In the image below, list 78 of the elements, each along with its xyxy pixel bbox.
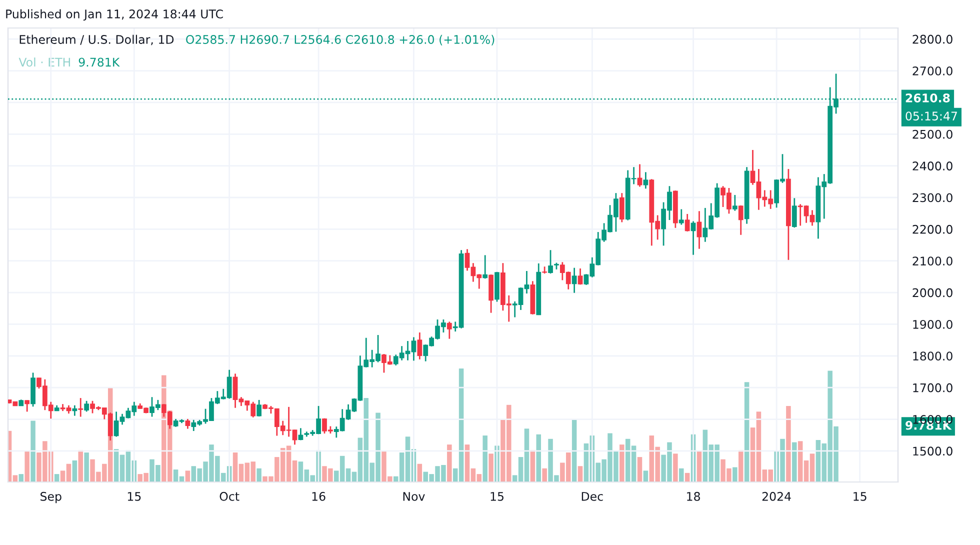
y-tick-label: 2300.0: [912, 193, 952, 202]
bar: [679, 468, 684, 482]
candlestick: [542, 266, 548, 274]
bar: [185, 470, 190, 482]
y-tick-label: 2000.0: [912, 288, 952, 298]
bar: [72, 460, 78, 482]
x-tick-label: Dec: [582, 492, 603, 501]
x-tick-label: Sep: [40, 492, 62, 504]
y-tick-label: 2500.0: [912, 130, 952, 139]
candlestick: [678, 208, 684, 226]
bar: [572, 420, 577, 482]
y-tick-label: 2200.0: [912, 224, 952, 234]
x-tick-label: 16: [312, 492, 326, 501]
candlestick: [690, 220, 696, 256]
bar: [482, 435, 488, 482]
bar: [620, 444, 624, 482]
candlestick: [417, 332, 422, 360]
annotation: O2585.7 H2690.7 L2564.6 C2610.8 +26.0 (+1.01%): [186, 34, 494, 46]
candlestick: [732, 194, 738, 212]
candlestick: [185, 418, 190, 430]
bar: [536, 434, 542, 482]
candlestick: [482, 254, 488, 280]
x-tick-label: 2024: [762, 492, 791, 501]
candlestick: [572, 267, 577, 294]
bar: [84, 452, 89, 482]
bar: [786, 406, 791, 482]
x-tick-label: 15: [854, 492, 866, 501]
ref-line-label: 2610.8: [906, 94, 950, 102]
text: Published on Jan 11, 2024 18:44 UTC: [6, 9, 223, 21]
bar: [732, 467, 738, 482]
candlestick: [684, 213, 690, 232]
candlestick: [696, 210, 702, 250]
candlestick: [578, 268, 583, 286]
x-tick-label: Nov: [403, 492, 425, 501]
y-tick-label: 2100.0: [912, 256, 952, 266]
candlestick: [643, 171, 648, 190]
x-tick-label: 15: [128, 492, 141, 501]
bar: [578, 466, 583, 482]
bar: [417, 464, 422, 482]
annotation: 9.781K: [78, 58, 120, 67]
x-tick-label: Oct: [220, 492, 240, 501]
x-tick-label: 15: [490, 492, 504, 501]
x-tick-label: 18: [687, 492, 700, 501]
y-tick-label: 1900.0: [913, 320, 952, 329]
y-tick-label: 1700.0: [913, 383, 952, 392]
bar: [24, 451, 30, 482]
text: Vol · ETH: [18, 58, 70, 67]
bar: [447, 444, 452, 482]
text: 05:15:47: [906, 112, 957, 121]
bar: [744, 382, 750, 482]
bar: [643, 470, 648, 482]
candlestick: [256, 399, 262, 418]
bar: [542, 468, 547, 482]
bar: [78, 450, 83, 482]
y-tick-label: 2700.0: [912, 66, 952, 76]
bar: [792, 442, 797, 482]
candlestick: [792, 197, 797, 228]
candlestick: [619, 192, 624, 223]
bar: [637, 457, 642, 482]
candlestick: [738, 204, 744, 236]
bar: [530, 450, 536, 482]
bar: [30, 420, 36, 482]
candlestick: [446, 320, 452, 340]
candlestick: [24, 400, 30, 412]
bar: [256, 468, 262, 482]
y-tick-label: 2800.0: [912, 34, 952, 44]
y-tick-label: 2400.0: [912, 162, 952, 170]
candlestick: [78, 397, 84, 418]
bar: [738, 450, 744, 482]
bar: [488, 454, 494, 482]
candlestick: [84, 400, 90, 412]
y-tick-label: 1500.0: [913, 446, 952, 456]
candlestick: [72, 404, 78, 416]
y-tick-label: 1800.0: [913, 352, 952, 361]
bar: [696, 451, 702, 482]
bar: [673, 454, 678, 482]
candlestick: [548, 249, 553, 274]
text: Ethereum / U.S. Dollar, 1D: [20, 34, 174, 46]
